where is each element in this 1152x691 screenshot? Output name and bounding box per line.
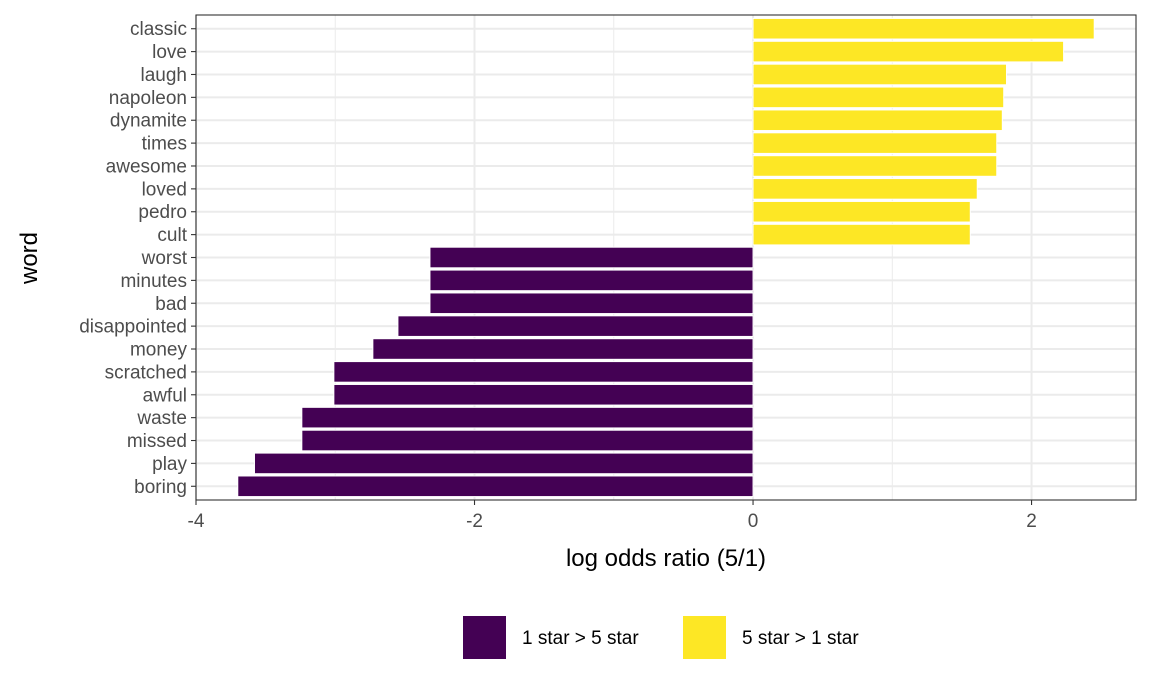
y-tick-label: loved <box>142 179 187 200</box>
bar-minutes <box>429 269 754 292</box>
bar-awesome <box>752 155 998 177</box>
bar-cult <box>752 223 971 246</box>
bar-bad <box>429 292 754 315</box>
y-tick-label: awful <box>143 385 187 406</box>
bar-napoleon <box>752 86 1005 109</box>
bar-dynamite <box>752 109 1003 132</box>
x-tick-label: 0 <box>748 511 759 532</box>
y-tick-label: pedro <box>138 202 187 223</box>
bar-boring <box>237 475 754 498</box>
legend: 1 star > 5 star 5 star > 1 star <box>463 616 859 659</box>
y-tick-label: waste <box>136 408 187 429</box>
y-tick-label: dynamite <box>110 111 187 132</box>
x-tick-label: -4 <box>188 511 205 532</box>
y-axis-title: word <box>16 232 43 285</box>
y-tick-label: cult <box>157 225 187 246</box>
x-axis: -4 -2 0 2 <box>188 500 1037 532</box>
y-tick-label: napoleon <box>109 88 187 109</box>
x-axis-title: log odds ratio (5/1) <box>566 545 766 572</box>
y-tick-label: scratched <box>105 362 187 383</box>
bar-loved <box>752 178 978 200</box>
y-tick-label: laugh <box>141 65 188 86</box>
y-axis: classiclovelaughnapoleondynamitetimesawe… <box>79 19 196 498</box>
y-tick-label: missed <box>127 431 187 452</box>
bar-waste <box>301 406 754 429</box>
bar-worst <box>429 246 754 269</box>
y-tick-label: worst <box>141 248 188 269</box>
bar-awful <box>333 383 754 406</box>
bar-play <box>253 452 754 475</box>
y-tick-label: times <box>142 134 187 155</box>
bars <box>237 17 1095 498</box>
legend-key <box>683 616 726 659</box>
bar-classic <box>752 17 1095 40</box>
bar-missed <box>301 429 754 452</box>
y-tick-label: classic <box>130 19 187 40</box>
legend-label: 1 star > 5 star <box>522 628 639 649</box>
legend-label: 5 star > 1 star <box>742 628 859 649</box>
bar-times <box>752 132 998 154</box>
y-tick-label: love <box>152 42 187 63</box>
y-tick-label: minutes <box>120 271 187 292</box>
x-tick-label: 2 <box>1026 511 1037 532</box>
y-tick-label: bad <box>155 294 187 315</box>
bar-money <box>372 338 754 360</box>
y-tick-label: boring <box>134 477 187 498</box>
bar-scratched <box>333 361 754 383</box>
legend-key <box>463 616 506 659</box>
bar-laugh <box>752 63 1007 86</box>
y-tick-label: play <box>152 454 187 475</box>
bar-pedro <box>752 200 971 223</box>
y-tick-label: money <box>130 340 188 361</box>
y-tick-label: disappointed <box>79 317 187 338</box>
bar-disappointed <box>397 315 754 337</box>
x-tick-label: -2 <box>466 511 483 532</box>
y-tick-label: awesome <box>106 156 187 177</box>
bar-love <box>752 40 1065 63</box>
